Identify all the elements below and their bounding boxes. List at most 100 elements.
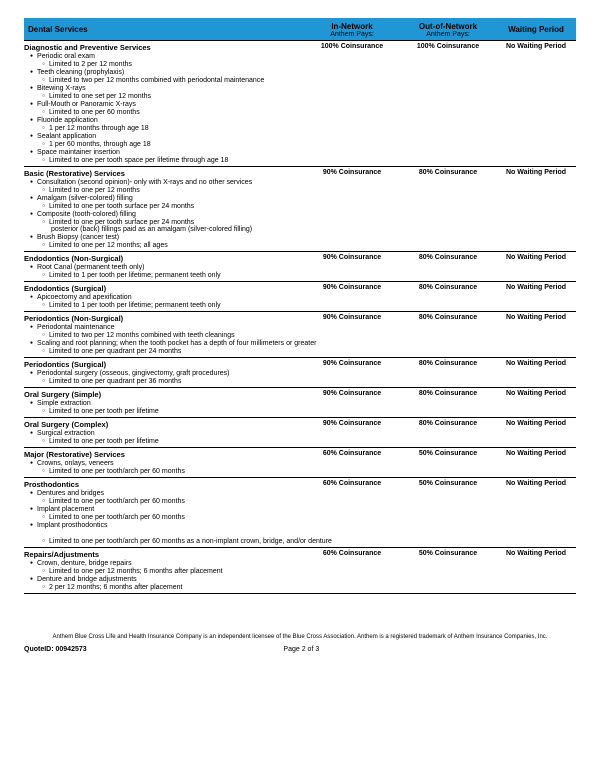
list-sub-item: Limited to one per 60 months [24, 108, 576, 116]
section-title: Endodontics (Non-Surgical) [24, 254, 304, 263]
list-item: Denture and bridge adjustments [24, 575, 576, 583]
list-sub-item: Limited to one per tooth per lifetime [24, 407, 576, 415]
section-in-network: 90% Coinsurance [304, 314, 400, 323]
section-title: Basic (Restorative) Services [24, 169, 304, 178]
section-title: Oral Surgery (Simple) [24, 390, 304, 399]
section-in-network: 60% Coinsurance [304, 480, 400, 489]
section: Prosthodontics60% Coinsurance50% Coinsur… [24, 478, 576, 548]
list-sub-item: Limited to 1 per tooth per lifetime; per… [24, 271, 576, 279]
section-in-network: 90% Coinsurance [304, 420, 400, 429]
section-head: Endodontics (Surgical)90% Coinsurance80%… [24, 282, 576, 293]
list-item: Consultation (second opinion)- only with… [24, 178, 576, 186]
list-sub-item: 2 per 12 months; 6 months after placemen… [24, 583, 576, 591]
footer-disclaimer: Anthem Blue Cross Life and Health Insura… [24, 634, 576, 640]
section-head: Oral Surgery (Simple)90% Coinsurance80% … [24, 388, 576, 399]
list-item: Simple extraction [24, 399, 576, 407]
list-sub-item: Limited to 1 per tooth per lifetime; per… [24, 301, 576, 309]
section: Repairs/Adjustments60% Coinsurance50% Co… [24, 548, 576, 594]
section-waiting: No Waiting Period [496, 390, 576, 399]
section-out-network: 80% Coinsurance [400, 360, 496, 369]
header-out-top: Out-of-Network [402, 20, 494, 31]
section-in-network: 90% Coinsurance [304, 360, 400, 369]
list-item: Sealant application [24, 132, 576, 140]
section-waiting: No Waiting Period [496, 43, 576, 52]
list-item: Brush Biopsy (cancer test) [24, 233, 576, 241]
list-sub-item: Limited to one per tooth space per lifet… [24, 156, 576, 164]
header-in-bot: Anthem Pays: [306, 31, 398, 38]
section-waiting: No Waiting Period [496, 284, 576, 293]
list-item: Surgical extraction [24, 429, 576, 437]
list-sub-item: Limited to one per 12 months; 6 months a… [24, 567, 576, 575]
list-sub-item: Limited to one per tooth surface per 24 … [24, 218, 576, 226]
list-item: Implant placement [24, 505, 576, 513]
section-waiting: No Waiting Period [496, 254, 576, 263]
section-waiting: No Waiting Period [496, 550, 576, 559]
section-out-network: 80% Coinsurance [400, 314, 496, 323]
section-out-network: 80% Coinsurance [400, 390, 496, 399]
section-in-network: 90% Coinsurance [304, 390, 400, 399]
list-item: Root Canal (permanent teeth only) [24, 263, 576, 271]
section-in-network: 60% Coinsurance [304, 450, 400, 459]
list-item: Periodic oral exam [24, 52, 576, 60]
list-item: Implant prosthodontics [24, 521, 576, 529]
header-services: Dental Services [24, 18, 304, 40]
list-sub-item: Limited to one per tooth per lifetime [24, 437, 576, 445]
section-title: Prosthodontics [24, 480, 304, 489]
section-title: Oral Surgery (Complex) [24, 420, 304, 429]
list-sub-continue: posterior (back) fillings paid as an ama… [24, 226, 576, 233]
section-out-network: 80% Coinsurance [400, 169, 496, 178]
section-title: Periodontics (Surgical) [24, 360, 304, 369]
footer: Anthem Blue Cross Life and Health Insura… [24, 634, 576, 653]
section-in-network: 90% Coinsurance [304, 169, 400, 178]
section-head: Endodontics (Non-Surgical)90% Coinsuranc… [24, 252, 576, 263]
gap [24, 529, 576, 537]
list-sub-item: Limited to one per tooth/arch per 60 mon… [24, 537, 576, 545]
list-item: Dentures and bridges [24, 489, 576, 497]
section: Periodontics (Non-Surgical)90% Coinsuran… [24, 312, 576, 358]
list-item: Fluoride application [24, 116, 576, 124]
list-item: Space maintainer insertion [24, 148, 576, 156]
header-out-network: Out-of-Network Anthem Pays: [400, 18, 496, 40]
footer-quote-id: QuoteID: 00942573 [24, 646, 87, 653]
footer-page: Page 2 of 3 [283, 646, 319, 653]
section-title: Diagnostic and Preventive Services [24, 43, 304, 52]
section-waiting: No Waiting Period [496, 450, 576, 459]
list-sub-item: Limited to one set per 12 months [24, 92, 576, 100]
list-item: Scaling and root planning; when the toot… [24, 339, 576, 347]
section-head: Major (Restorative) Services60% Coinsura… [24, 448, 576, 459]
section-in-network: 90% Coinsurance [304, 254, 400, 263]
section-out-network: 50% Coinsurance [400, 450, 496, 459]
section: Basic (Restorative) Services90% Coinsura… [24, 167, 576, 252]
list-item: Periodontal maintenance [24, 323, 576, 331]
section-out-network: 50% Coinsurance [400, 550, 496, 559]
section: Diagnostic and Preventive Services100% C… [24, 41, 576, 167]
section-in-network: 60% Coinsurance [304, 550, 400, 559]
section-head: Prosthodontics60% Coinsurance50% Coinsur… [24, 478, 576, 489]
section-head: Periodontics (Surgical)90% Coinsurance80… [24, 358, 576, 369]
list-item: Composite (tooth-colored) filling [24, 210, 576, 218]
list-sub-item: 1 per 60 months, through age 18 [24, 140, 576, 148]
section-head: Basic (Restorative) Services90% Coinsura… [24, 167, 576, 178]
list-item: Crowns, onlays, veneers [24, 459, 576, 467]
list-sub-item: Limited to two per 12 months combined wi… [24, 76, 576, 84]
section-head: Periodontics (Non-Surgical)90% Coinsuran… [24, 312, 576, 323]
header-in-top: In-Network [306, 20, 398, 31]
header-in-network: In-Network Anthem Pays: [304, 18, 400, 40]
section: Endodontics (Non-Surgical)90% Coinsuranc… [24, 252, 576, 282]
header-out-bot: Anthem Pays: [402, 31, 494, 38]
section-out-network: 80% Coinsurance [400, 284, 496, 293]
section: Periodontics (Surgical)90% Coinsurance80… [24, 358, 576, 388]
list-sub-item: Limited to one per tooth/arch per 60 mon… [24, 467, 576, 475]
list-item: Apicoectomy and apexification [24, 293, 576, 301]
list-item: Full-Mouth or Panoramic X-rays [24, 100, 576, 108]
footer-spacer [516, 646, 576, 653]
section-waiting: No Waiting Period [496, 169, 576, 178]
list-sub-item: Limited to one per 12 months [24, 186, 576, 194]
list-item: Teeth cleaning (prophylaxis) [24, 68, 576, 76]
section-title: Major (Restorative) Services [24, 450, 304, 459]
section-title: Repairs/Adjustments [24, 550, 304, 559]
list-item: Periodontal surgery (osseous, gingivecto… [24, 369, 576, 377]
list-item: Amalgam (silver-colored) filling [24, 194, 576, 202]
section-head: Diagnostic and Preventive Services100% C… [24, 41, 576, 52]
list-item: Bitewing X-rays [24, 84, 576, 92]
